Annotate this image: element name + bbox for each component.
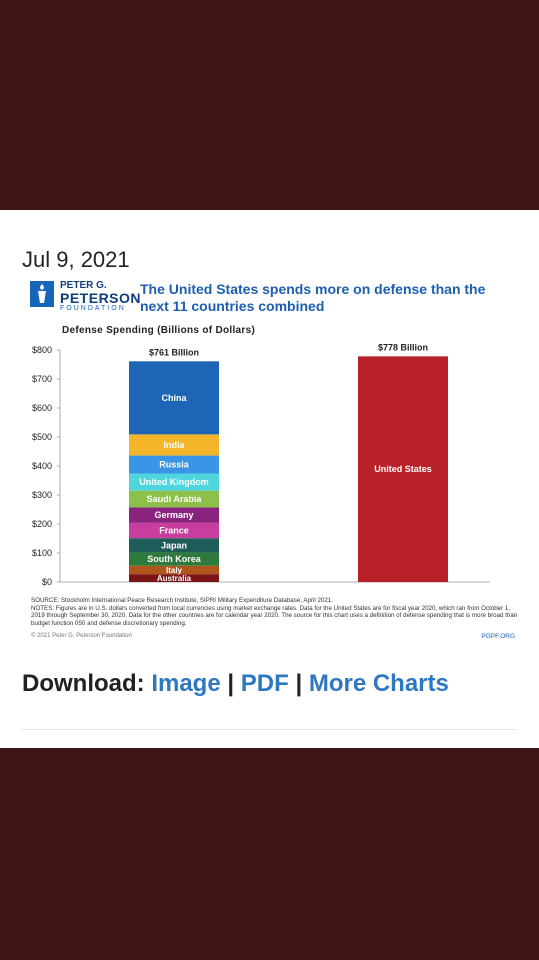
separator: | xyxy=(295,670,303,697)
pdf-link[interactable]: PDF xyxy=(240,670,289,697)
chart-notes: SOURCE: Stockholm International Peace Re… xyxy=(31,597,521,627)
bar-segment xyxy=(129,552,219,566)
logo-line-2: PETERSON xyxy=(60,290,142,306)
bar-segment xyxy=(129,361,219,435)
bar-segment xyxy=(129,538,219,553)
y-tick-label: $400 xyxy=(32,461,52,471)
torch-icon xyxy=(30,281,54,307)
bar-segment xyxy=(129,522,219,539)
separator: | xyxy=(227,670,235,697)
segment-label: Japan xyxy=(161,540,187,550)
logo-line-3: FOUNDATION xyxy=(60,305,126,312)
y-tick-label: $300 xyxy=(32,490,52,500)
y-tick-label: $600 xyxy=(32,403,52,413)
download-label: Download: xyxy=(22,670,145,697)
bar-segment xyxy=(129,455,219,474)
chart-card: Jul 9, 2021 PETER G. PETERSON FOUNDATION… xyxy=(0,210,539,748)
y-tick-label: $800 xyxy=(32,345,52,355)
more-charts-link[interactable]: More Charts xyxy=(308,670,449,697)
bar-segment xyxy=(129,565,219,575)
segment-label: India xyxy=(163,440,185,450)
source-note: SOURCE: Stockholm International Peace Re… xyxy=(31,597,333,604)
notes-text: NOTES: Figures are in U.S. dollars conve… xyxy=(31,604,518,627)
segment-label: France xyxy=(159,526,189,536)
chart-title: Defense Spending (Billions of Dollars) xyxy=(62,325,256,336)
y-tick-label: $700 xyxy=(32,374,52,384)
defense-spending-chart: $0 $100 $200 $300 $400 $500 $600 $700 $800 Austra… xyxy=(32,342,490,587)
divider xyxy=(22,729,517,730)
y-tick-label: $100 xyxy=(32,548,52,558)
y-tick-label: $0 xyxy=(42,577,52,587)
segment-label: Saudi Arabia xyxy=(147,494,203,504)
segment-label: Italy xyxy=(166,566,183,575)
chart-headline: The United States spends more on defense… xyxy=(140,281,486,314)
image-link[interactable]: Image xyxy=(151,670,221,697)
y-tick-label: $200 xyxy=(32,519,52,529)
bar-segment xyxy=(129,574,219,582)
segment-label: United States xyxy=(374,464,432,474)
segment-label: United Kingdom xyxy=(139,477,209,487)
y-tick-label: $500 xyxy=(32,432,52,442)
segment-label: Germany xyxy=(154,510,193,520)
peterson-logo: PETER G. PETERSON FOUNDATION xyxy=(30,281,141,313)
segment-label: Australia xyxy=(157,574,192,583)
logo-line-1: PETER G. xyxy=(60,280,107,291)
bar-segment xyxy=(358,356,448,582)
copyright: © 2021 Peter G. Peterson Foundation xyxy=(31,633,132,639)
bar-segment xyxy=(129,473,219,491)
download-bar: Download: Image | PDF | More Charts xyxy=(22,670,449,698)
bar-total-label: $778 Billion xyxy=(378,342,428,352)
bar-total-label: $761 Billion xyxy=(149,347,199,357)
post-date: Jul 9, 2021 xyxy=(22,247,130,272)
site-link[interactable]: PGPF.ORG xyxy=(481,633,515,640)
segment-label: China xyxy=(161,393,187,403)
bar-segment xyxy=(129,490,219,508)
segment-label: Russia xyxy=(159,460,190,470)
bar-segment xyxy=(129,434,219,456)
bar-segment xyxy=(129,507,219,523)
segment-label: South Korea xyxy=(147,554,201,564)
